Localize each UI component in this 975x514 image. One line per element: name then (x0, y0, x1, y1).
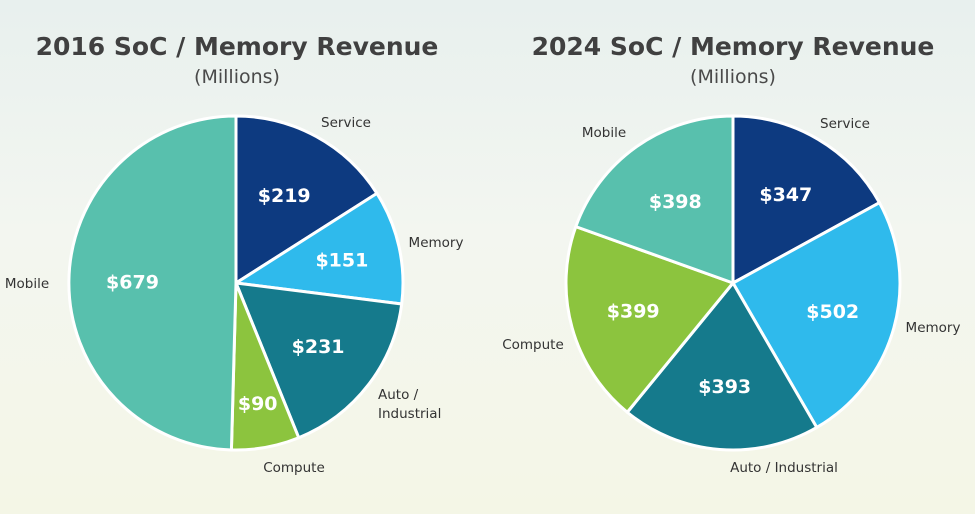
category-label-service-2024: Service (820, 116, 870, 132)
pie-slice-auto-industrial (625, 281, 819, 452)
category-label-mobile-2024: Mobile (582, 125, 626, 141)
pie-slice-mobile (574, 114, 735, 285)
pie-value-label-auto-industrial: $393 (698, 376, 751, 398)
chart-subtitle-2024: (Millions) (690, 66, 776, 88)
category-label-compute-2016: Compute (263, 460, 325, 476)
pie-value-labels-2024: $347 $502 $393 $399 $398 (607, 184, 859, 398)
category-label-auto-2016-line1: Auto / (378, 387, 419, 403)
pie-value-label-compute: $399 (607, 301, 660, 323)
pie-value-label-mobile: $398 (649, 191, 702, 213)
pie-value-label-service: $347 (759, 184, 812, 206)
pie-slice-memory (731, 201, 902, 429)
pie-value-labels-2016: $219 $151 $231 $90 $679 (106, 185, 368, 415)
pie-value-label-compute: $90 (238, 393, 278, 415)
chart-title-2024: 2024 SoC / Memory Revenue (532, 32, 935, 61)
category-label-memory-2016: Memory (409, 235, 464, 251)
pie-value-label-auto-industrial: $231 (292, 336, 345, 358)
category-label-auto-2024: Auto / Industrial (730, 460, 838, 476)
pie-slice-service (234, 114, 379, 285)
pie-slice-memory (234, 191, 405, 306)
pie-value-label-memory: $502 (806, 301, 859, 323)
pie-value-label-mobile: $679 (106, 272, 159, 294)
pie-chart-2024: 2024 SoC / Memory Revenue (Millions) $34… (502, 32, 960, 476)
pie-slice-mobile (67, 114, 238, 452)
pie-slice-service (731, 114, 881, 285)
pie-slices-2016 (67, 114, 405, 452)
category-label-memory-2024: Memory (906, 320, 961, 336)
pie-slices-2024 (564, 114, 902, 452)
category-label-compute-2024: Compute (502, 337, 564, 353)
pie-value-label-memory: $151 (315, 249, 368, 271)
category-label-auto-2016-line2: Industrial (378, 406, 441, 422)
chart-subtitle-2016: (Millions) (194, 66, 280, 88)
pie-value-label-service: $219 (258, 185, 311, 207)
category-label-service-2016: Service (321, 115, 371, 131)
chart-title-2016: 2016 SoC / Memory Revenue (36, 32, 439, 61)
pie-slice-auto-industrial (234, 281, 404, 440)
pie-slice-compute (564, 225, 735, 414)
category-label-mobile-2016: Mobile (5, 276, 49, 292)
pie-chart-2016: 2016 SoC / Memory Revenue (Millions) $21… (5, 32, 464, 476)
